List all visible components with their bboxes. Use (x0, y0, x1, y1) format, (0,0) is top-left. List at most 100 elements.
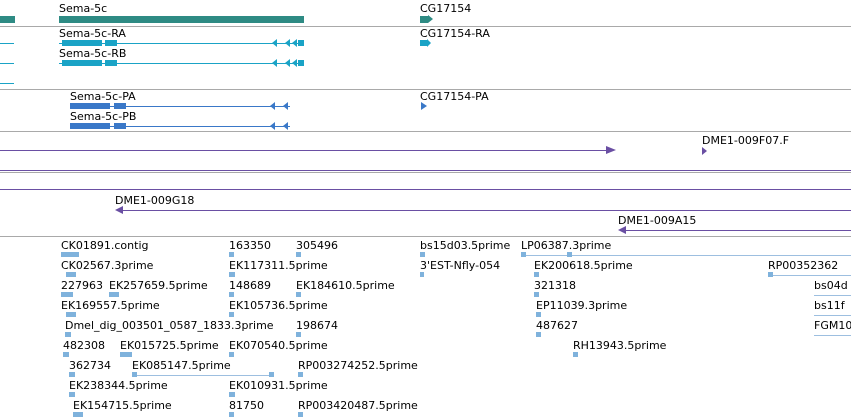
cds-line[interactable] (70, 126, 290, 127)
est-feature[interactable] (69, 392, 75, 397)
est-feature[interactable] (420, 252, 425, 257)
est-feature[interactable] (534, 272, 539, 277)
est-line[interactable] (132, 375, 274, 376)
est-label: EK238344.5prime (69, 379, 168, 392)
cds-exon[interactable] (114, 103, 126, 109)
transcript-line[interactable] (59, 63, 304, 64)
est-label: 321318 (534, 279, 576, 292)
est-label: EK085147.5prime (132, 359, 231, 372)
protein-track: Sema-5c-PA Sema-5c-PB CG17154-PA (0, 90, 851, 132)
est-feature[interactable] (567, 252, 572, 257)
est-feature[interactable] (573, 352, 578, 357)
transcript-line[interactable] (59, 43, 304, 44)
clone-line[interactable] (624, 230, 851, 231)
clone-line[interactable] (0, 170, 851, 171)
est-line[interactable] (814, 315, 851, 316)
est-line[interactable] (521, 255, 851, 256)
est-label: EK154715.5prime (73, 399, 172, 412)
strand-arrow-icon (428, 15, 433, 23)
strand-arrow-icon (115, 206, 123, 214)
est-feature[interactable] (229, 352, 234, 357)
strand-arrow-icon[interactable] (702, 147, 707, 155)
strand-arrow-icon[interactable] (421, 102, 427, 110)
gene-label: Sema-5c (59, 2, 108, 15)
exon[interactable] (298, 40, 304, 46)
strand-arrow-icon (270, 102, 275, 110)
est-feature[interactable] (296, 292, 301, 297)
est-feature[interactable] (109, 292, 119, 297)
est-label: LP06387.3prime (521, 239, 612, 252)
est-feature[interactable] (536, 332, 541, 337)
est-line[interactable] (768, 275, 851, 276)
cds-exon[interactable] (70, 123, 110, 129)
est-feature[interactable] (61, 292, 73, 297)
est-feature[interactable] (120, 352, 132, 357)
est-feature[interactable] (63, 352, 69, 357)
est-feature[interactable] (73, 412, 83, 417)
est-feature[interactable] (66, 312, 76, 317)
est-feature[interactable] (534, 292, 539, 297)
clone-line[interactable] (0, 150, 610, 151)
protein-label: CG17154-PA (420, 90, 489, 103)
gene-feature-left-edge[interactable] (0, 16, 15, 23)
exon[interactable] (62, 60, 102, 66)
est-feature[interactable] (296, 252, 301, 257)
est-feature[interactable] (521, 252, 526, 257)
est-label: CK01891.contig (61, 239, 149, 252)
est-feature[interactable] (61, 252, 79, 257)
exon[interactable] (62, 40, 102, 46)
est-label: 362734 (69, 359, 111, 372)
est-label: bs15d03.5prime (420, 239, 511, 252)
cds-exon[interactable] (70, 103, 110, 109)
exon[interactable] (105, 60, 117, 66)
clone-line[interactable] (0, 189, 851, 190)
est-line[interactable] (814, 335, 851, 336)
est-label: EK257659.5prime (109, 279, 208, 292)
est-label: 198674 (296, 319, 338, 332)
est-feature[interactable] (132, 372, 137, 377)
est-feature[interactable] (65, 332, 71, 337)
est-feature[interactable] (298, 372, 303, 377)
est-label: 487627 (536, 319, 578, 332)
cds-line[interactable] (70, 106, 290, 107)
est-label: RP00352362 (768, 259, 839, 272)
est-feature[interactable] (229, 312, 234, 317)
strand-arrow-icon (283, 122, 288, 130)
strand-arrow-icon (285, 39, 290, 47)
strand-arrow-icon (427, 39, 431, 47)
est-feature[interactable] (229, 392, 235, 397)
cds-exon[interactable] (114, 123, 126, 129)
est-feature[interactable] (298, 412, 303, 417)
clone-track-b: DME1-009G18 DME1-009A15 (0, 173, 851, 237)
est-label: 81750 (229, 399, 264, 412)
clone-line[interactable] (120, 210, 851, 211)
est-feature[interactable] (229, 252, 234, 257)
transcript-line-edge (0, 43, 14, 44)
est-feature[interactable] (768, 272, 773, 277)
est-feature[interactable] (420, 272, 424, 277)
exon[interactable] (105, 40, 117, 46)
est-feature[interactable] (296, 332, 301, 337)
exon[interactable] (420, 40, 427, 46)
protein-label: Sema-5c-PB (70, 110, 137, 123)
est-label: 305496 (296, 239, 338, 252)
est-label: RP003274252.5prime (298, 359, 418, 372)
est-feature[interactable] (269, 372, 274, 377)
est-line[interactable] (814, 295, 851, 296)
strand-arrow-icon (270, 122, 275, 130)
est-feature[interactable] (69, 372, 75, 377)
est-label: FGM10 (814, 319, 851, 332)
est-feature[interactable] (66, 272, 76, 277)
est-label: Dmel_dig_003501_0587_1833.3prime (65, 319, 274, 332)
est-feature[interactable] (229, 292, 234, 297)
gene-feature[interactable] (59, 16, 304, 23)
gene-feature[interactable] (420, 16, 428, 23)
est-feature[interactable] (536, 312, 541, 317)
est-label: bs04d (814, 279, 848, 292)
est-label: 148689 (229, 279, 271, 292)
est-feature[interactable] (229, 272, 235, 277)
strand-arrow-icon (272, 59, 277, 67)
clone-track: DME1-009F07.F (0, 132, 851, 173)
exon[interactable] (298, 60, 304, 66)
est-feature[interactable] (229, 412, 234, 417)
